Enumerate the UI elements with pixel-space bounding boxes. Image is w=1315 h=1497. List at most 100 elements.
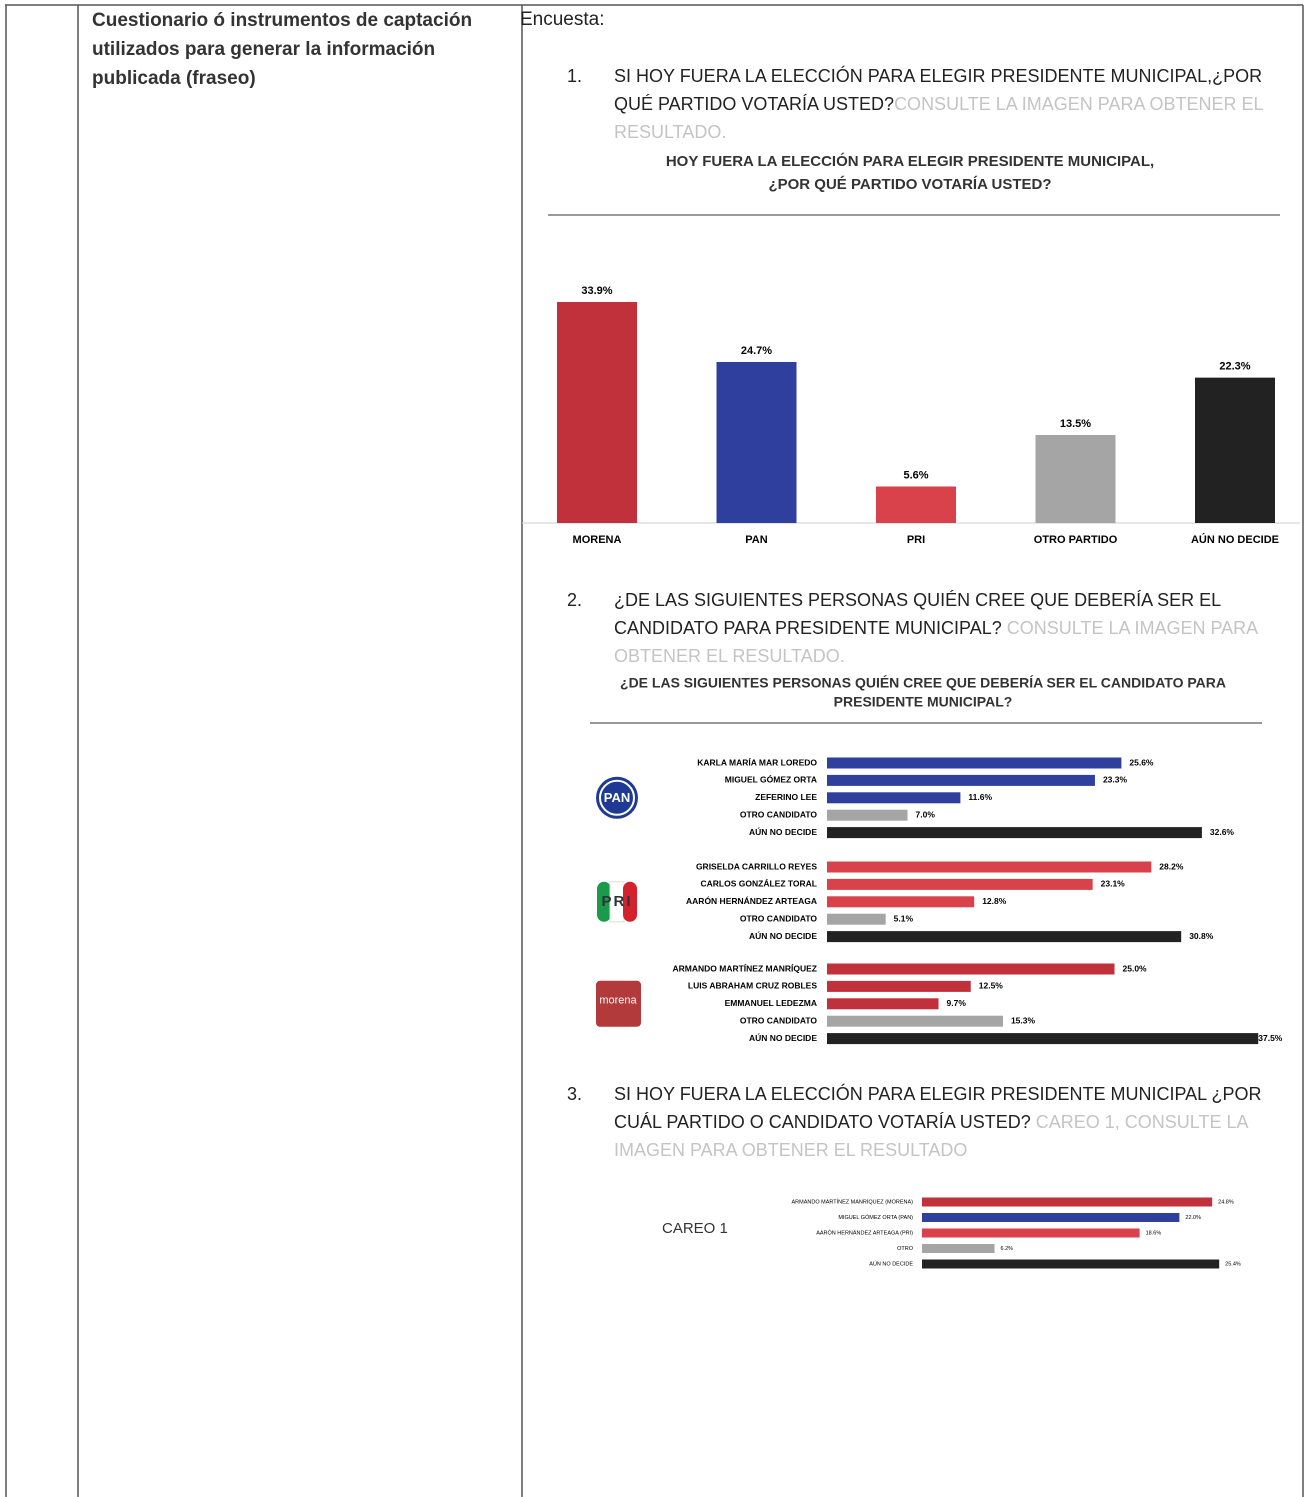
bar (827, 980, 971, 992)
category-label: AARÓN HERNÁNDEZ ARTEAGA (686, 895, 817, 906)
logo-text: morena (599, 995, 637, 1007)
logo (623, 881, 637, 922)
value-label: 25.0% (1123, 963, 1148, 973)
category-label: ARMANDO MARTÍNEZ MANRÍQUEZ (MORENA) (791, 1198, 913, 1205)
question-text: SI HOY FUERA LA ELECCIÓN PARA ELEGIR PRE… (614, 66, 1263, 114)
question-text: SI HOY FUERA LA ELECCIÓN PARA ELEGIR PRE… (614, 1084, 1262, 1132)
bar (827, 757, 1122, 769)
category-label: LUIS ABRAHAM CRUZ ROBLES (688, 981, 817, 991)
value-label: 37.5% (1258, 1033, 1283, 1043)
value-label: 28.2% (1159, 861, 1184, 871)
chart-label: CAREO 1 (662, 1220, 728, 1237)
value-label: 24.8% (1218, 1199, 1234, 1205)
bar (827, 827, 1202, 839)
question: ¿DE LAS SIGUIENTES PERSONAS QUIÉN CREE Q… (614, 586, 1302, 670)
bar (827, 1015, 1003, 1027)
logo-text: PAN (604, 790, 630, 805)
bar (1035, 434, 1116, 523)
bar (876, 486, 956, 523)
chart-title: ¿POR QUÉ PARTIDO VOTARÍA USTED? (768, 176, 1051, 193)
value-label: 6.2% (1001, 1246, 1014, 1252)
value-label: 15.3% (1011, 1015, 1036, 1025)
value-label: 11.6% (968, 792, 992, 802)
value-label: 25.6% (1129, 757, 1154, 767)
question-number: 2. (567, 590, 583, 610)
question-text: ¿DE LAS SIGUIENTES PERSONAS QUIÉN CREE Q… (614, 590, 1221, 638)
value-label: 32.6% (1210, 827, 1235, 837)
bar (922, 1259, 1220, 1269)
category-label: EMMANUEL LEDEZMA (725, 998, 817, 1008)
bar (557, 302, 637, 523)
bar (827, 878, 1093, 890)
category-label: MIGUEL GÓMEZ ORTA (725, 774, 817, 785)
category-label: AÚN NO DECIDE (1191, 533, 1279, 546)
row-label: Cuestionario ó instrumentos de captación… (92, 10, 473, 89)
bar (827, 913, 886, 925)
value-label: 23.1% (1101, 879, 1126, 889)
question-number: 3. (567, 1084, 583, 1104)
logo (599, 779, 635, 816)
value-label: 25.4% (1225, 1261, 1241, 1267)
category-label: OTRO CANDIDATO (740, 809, 818, 819)
category-label: AÚN NO DECIDE (749, 1032, 817, 1043)
value-label: 12.8% (982, 896, 1007, 906)
category-label: MIGUEL GÓMEZ ORTA (PAN) (838, 1214, 913, 1221)
bar (1195, 377, 1275, 523)
bar (827, 931, 1182, 943)
value-label: 18.6% (1146, 1230, 1162, 1236)
bar (827, 963, 1115, 975)
question-note: CONSULTE LA IMAGEN PARA OBTENER EL RESUL… (614, 618, 1258, 666)
value-label: 22.0% (1185, 1215, 1201, 1221)
question-note: CAREO 1, CONSULTE LA IMAGEN PARA OBTENER… (614, 1112, 1248, 1160)
bar (922, 1213, 1180, 1222)
value-label: 30.8% (1189, 931, 1214, 941)
category-label: AÚN NO DECIDE (869, 1260, 913, 1267)
bar (922, 1244, 995, 1253)
category-label: AÚN NO DECIDE (749, 826, 817, 837)
logo-text: PRI (601, 893, 632, 910)
value-label: 23.3% (1103, 775, 1128, 785)
category-label: KARLA MARÍA MAR LOREDO (697, 757, 817, 767)
bar (827, 998, 939, 1010)
question: SI HOY FUERA LA ELECCIÓN PARA ELEGIR PRE… (614, 62, 1302, 146)
category-label: CARLOS GONZÁLEZ TORAL (701, 879, 817, 889)
bar (827, 861, 1152, 873)
bar (827, 809, 908, 821)
category-label: AÚN NO DECIDE (749, 930, 817, 941)
value-label: 22.3% (1219, 361, 1250, 373)
value-label: 33.9% (581, 285, 612, 297)
logo (597, 881, 611, 922)
category-label: GRISELDA CARRILLO REYES (696, 861, 817, 871)
chart-title: PRESIDENTE MUNICIPAL? (834, 694, 1013, 710)
value-label: 9.7% (947, 998, 967, 1008)
question-number: 1. (567, 66, 583, 86)
value-label: 5.6% (903, 469, 928, 481)
category-label: PRI (907, 534, 925, 546)
category-label: OTRO CANDIDATO (740, 913, 818, 923)
value-label: 12.5% (979, 981, 1004, 991)
category-label: OTRO (897, 1246, 914, 1252)
intro: Encuesta: (520, 9, 605, 30)
category-label: ZEFERINO LEE (755, 792, 817, 802)
question-note: CONSULTE LA IMAGEN PARA OBTENER EL RESUL… (614, 94, 1263, 142)
bar (827, 774, 1095, 786)
category-label: AARÓN HERNÁNDEZ ARTEAGA (PRI) (816, 1229, 913, 1236)
category-label: PAN (745, 534, 767, 546)
bar (827, 896, 975, 908)
category-label: OTRO PARTIDO (1034, 534, 1118, 546)
bar (922, 1228, 1140, 1238)
bar (827, 1033, 1259, 1045)
logo (596, 980, 641, 1027)
value-label: 24.7% (741, 345, 772, 357)
category-label: OTRO CANDIDATO (740, 1015, 818, 1025)
bar (922, 1197, 1213, 1207)
value-label: 7.0% (916, 809, 936, 819)
bar (716, 361, 797, 523)
category-label: ARMANDO MARTÍNEZ MANRÍQUEZ (673, 963, 818, 973)
value-label: 13.5% (1060, 418, 1091, 430)
chart-title: HOY FUERA LA ELECCIÓN PARA ELEGIR PRESID… (666, 152, 1154, 170)
value-label: 5.1% (894, 913, 914, 923)
chart-title: ¿DE LAS SIGUIENTES PERSONAS QUIÉN CREE Q… (620, 675, 1226, 691)
